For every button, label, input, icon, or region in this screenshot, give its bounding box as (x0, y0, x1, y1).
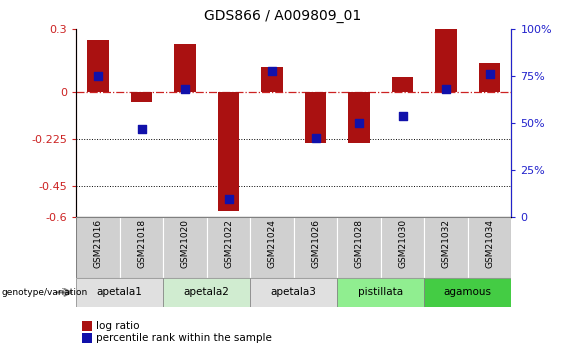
Text: GSM21028: GSM21028 (355, 219, 363, 268)
Bar (207, 217, 250, 278)
Bar (294, 217, 337, 278)
Text: genotype/variation: genotype/variation (1, 288, 88, 297)
Bar (250, 217, 294, 278)
Bar (392, 77, 414, 92)
Point (94, 73, 103, 79)
Text: GDS866 / A009809_01: GDS866 / A009809_01 (204, 9, 361, 23)
Text: apetala3: apetala3 (271, 287, 317, 297)
Text: GSM21030: GSM21030 (398, 219, 407, 268)
Bar (250, 278, 337, 307)
Point (311, 136, 320, 141)
Bar (424, 278, 511, 307)
Text: percentile rank within the sample: percentile rank within the sample (96, 333, 272, 343)
Text: pistillata: pistillata (358, 287, 403, 297)
Point (398, 113, 407, 119)
Bar (468, 217, 511, 278)
Text: log ratio: log ratio (96, 321, 140, 331)
Bar (163, 217, 207, 278)
Bar (337, 217, 381, 278)
Bar (76, 217, 120, 278)
Text: GSM21018: GSM21018 (137, 219, 146, 268)
Bar (76, 278, 163, 307)
Text: GSM21026: GSM21026 (311, 219, 320, 268)
Text: GSM21022: GSM21022 (224, 219, 233, 268)
Point (442, 87, 451, 92)
Bar (435, 29, 457, 92)
Point (485, 72, 494, 77)
Bar (479, 63, 501, 92)
Text: GSM21024: GSM21024 (268, 219, 276, 268)
Point (180, 87, 189, 92)
Bar (76, 217, 511, 278)
Point (224, 196, 233, 201)
Text: GSM21016: GSM21016 (94, 219, 102, 268)
Bar (337, 278, 424, 307)
Bar (261, 67, 283, 92)
Text: GSM21034: GSM21034 (485, 219, 494, 268)
Point (355, 120, 364, 126)
Text: apetala1: apetala1 (97, 287, 143, 297)
Bar (163, 278, 250, 307)
Bar (348, 92, 370, 143)
Text: GSM21032: GSM21032 (442, 219, 450, 268)
Bar (87, 40, 109, 92)
Bar (305, 92, 327, 143)
Point (268, 68, 277, 73)
Text: agamous: agamous (444, 287, 492, 297)
Text: GSM21020: GSM21020 (181, 219, 189, 268)
Bar (174, 44, 196, 92)
Bar (131, 92, 153, 102)
Bar (218, 92, 240, 211)
Bar (120, 217, 163, 278)
Text: apetala2: apetala2 (184, 287, 230, 297)
Point (137, 126, 146, 132)
Bar (381, 217, 424, 278)
Bar (424, 217, 468, 278)
